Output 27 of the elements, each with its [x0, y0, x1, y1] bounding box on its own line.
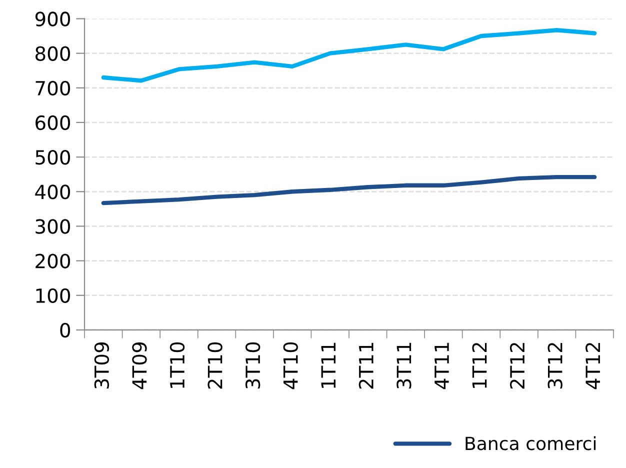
x-tick-label: 3T09 — [94, 342, 110, 389]
x-tick-label: 3T12 — [548, 343, 562, 389]
line-series — [101, 175, 597, 206]
x-tick-label: 3T11 — [396, 342, 412, 389]
x-tick-label: 4T12 — [586, 343, 600, 390]
legend-label: Banca comerci — [466, 436, 596, 450]
x-tick-label: 4T11 — [434, 342, 449, 390]
y-tick-label: 400 — [35, 184, 70, 200]
y-tick-label: 200 — [36, 254, 70, 268]
y-tick-label: 300 — [36, 219, 70, 234]
x-tick-label: 1T11 — [321, 342, 336, 388]
x-tick-label: 2T12 — [510, 343, 524, 389]
x-tick-label: 2T11 — [358, 342, 374, 389]
x-tick-label: 1T12 — [472, 343, 487, 388]
y-tick-label: 600 — [36, 115, 70, 130]
x-tick-label: 1T10 — [170, 342, 185, 388]
y-tick-label: 0 — [60, 322, 70, 338]
y-tick-label: 700 — [36, 80, 70, 96]
line-series — [101, 28, 597, 83]
y-tick-label: 800 — [36, 46, 70, 61]
x-tick-label: 2T10 — [208, 342, 222, 389]
y-tick-label: 900 — [35, 12, 70, 26]
x-tick-label: 4T09 — [132, 342, 147, 390]
x-tick-label: 4T10 — [283, 342, 298, 390]
y-tick-label: 100 — [36, 288, 70, 304]
x-tick-label: 3T10 — [245, 342, 260, 389]
y-tick-label: 500 — [36, 150, 70, 165]
